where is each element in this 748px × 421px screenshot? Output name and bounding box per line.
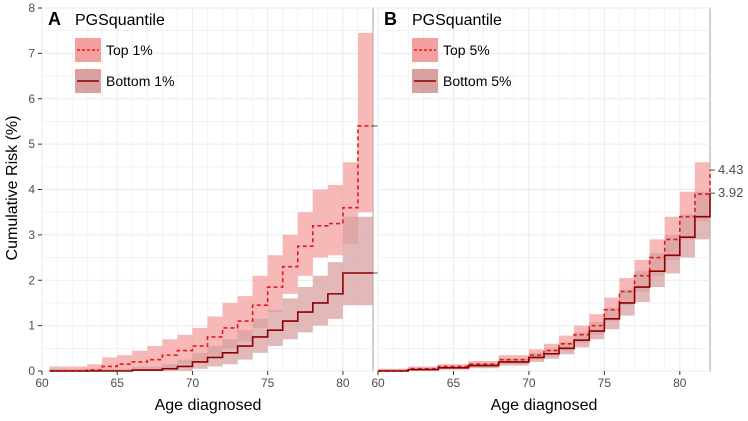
- x-tick-label: 75: [598, 376, 612, 390]
- end-label-0: 4.43: [718, 162, 743, 177]
- confidence-band-0: [49, 32, 373, 372]
- x-tick-label: 70: [186, 376, 200, 390]
- y-tick-label: 6: [28, 92, 35, 106]
- x-tick-label: 70: [522, 376, 536, 390]
- panel-b-x-axis-title: Age diagnosed: [491, 397, 598, 414]
- panel-a-legend-top: Top 1%: [75, 38, 153, 62]
- panel-b-legend-top: Top 5%: [412, 38, 490, 62]
- legend-label-bottom-1: Bottom 1%: [106, 73, 174, 89]
- panel-a-x-axis-title: Age diagnosed: [155, 397, 262, 414]
- panel-a-x-ticks: 60 65 70 75 80: [35, 371, 350, 390]
- legend-label-top-1: Top 1%: [106, 42, 153, 58]
- x-tick-label: 80: [673, 376, 687, 390]
- series-line-1: [49, 272, 373, 372]
- series-line-0: [49, 125, 373, 372]
- y-tick-label: 5: [28, 137, 35, 151]
- panel-b-end-labels: 4.43 3.92: [710, 162, 743, 200]
- panel-a-lines: [49, 125, 373, 372]
- y-tick-label: 1: [28, 319, 35, 333]
- x-tick-label: 80: [336, 376, 350, 390]
- panel-b-lines: [378, 169, 711, 372]
- series-line-1: [378, 193, 711, 372]
- panel-b-x-ticks: 60 65 70 75 80: [371, 371, 687, 390]
- y-tick-label: 0: [28, 364, 35, 378]
- panel-b: 60 65 70 75 80 4.43 3.92 B PGSquantile Top 5%…: [371, 7, 743, 414]
- panel-a-y-ticks: 0 1 2 3 4 5 6 7 8: [28, 1, 42, 378]
- y-axis-title: Cumulative Risk (%): [4, 116, 21, 261]
- y-tick-label: 4: [28, 183, 35, 197]
- panel-b-legend-title: PGSquantile: [412, 12, 502, 29]
- y-tick-label: 2: [28, 273, 35, 287]
- confidence-band-1: [49, 216, 373, 371]
- legend-label-top-5: Top 5%: [443, 42, 490, 58]
- y-tick-label: 7: [28, 46, 35, 60]
- x-tick-label: 60: [35, 376, 49, 390]
- panel-a-legend-title: PGSquantile: [75, 12, 165, 29]
- panel-a-bands: [49, 32, 373, 372]
- panel-b-legend-bottom: Bottom 5%: [412, 69, 511, 93]
- x-tick-label: 65: [111, 376, 125, 390]
- y-tick-label: 3: [28, 228, 35, 242]
- panel-a-legend-bottom: Bottom 1%: [75, 69, 174, 93]
- x-tick-label: 75: [261, 376, 275, 390]
- x-tick-label: 65: [447, 376, 461, 390]
- panel-a-grid: [41, 7, 374, 372]
- y-tick-label: 8: [28, 1, 35, 15]
- panel-b-letter: B: [384, 9, 397, 29]
- end-label-1: 3.92: [718, 185, 743, 200]
- x-tick-label: 60: [371, 376, 385, 390]
- legend-label-bottom-5: Bottom 5%: [443, 73, 511, 89]
- panel-a-letter: A: [48, 9, 61, 29]
